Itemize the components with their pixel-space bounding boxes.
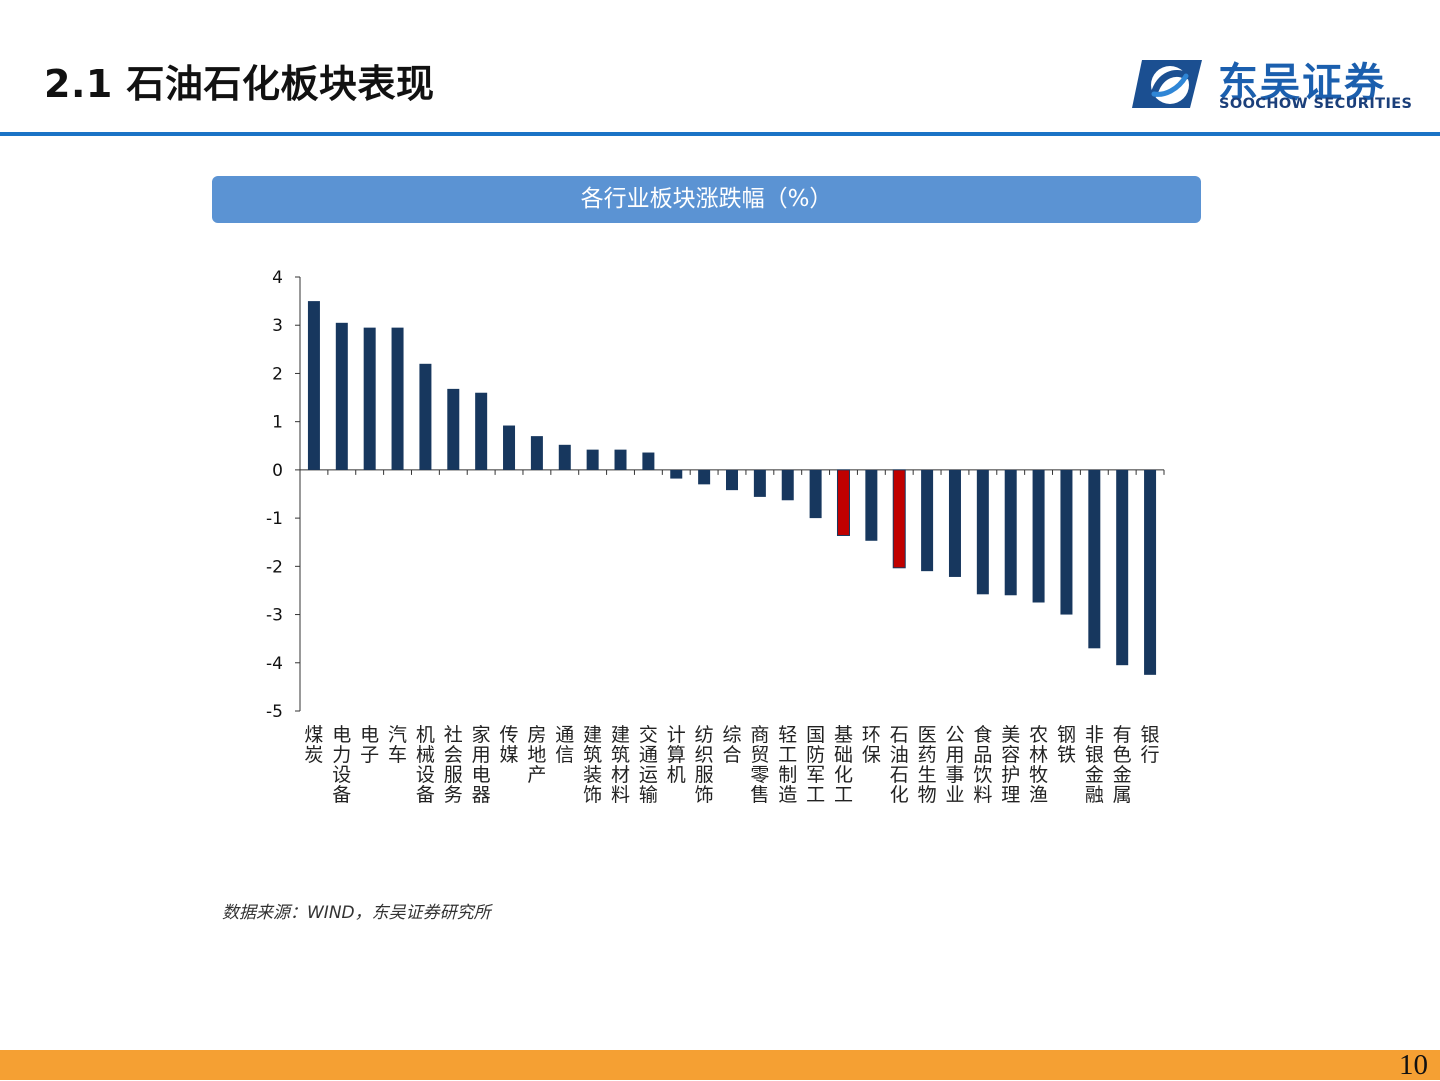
y-tick-label: 1	[272, 413, 283, 433]
x-category-label: 环保	[862, 724, 881, 766]
x-category-label: 交通运输	[639, 724, 658, 806]
bar-highlight	[836, 469, 850, 536]
bar	[503, 425, 516, 470]
x-category-label: 医药生物	[918, 724, 937, 806]
logo-text-cn: 东吴证券	[1218, 60, 1386, 106]
x-category-label: 有色金属	[1113, 724, 1132, 806]
logo-mark-icon	[1132, 60, 1202, 108]
x-category-label: 银行	[1141, 724, 1160, 766]
bar	[307, 301, 320, 470]
y-tick-label: 0	[272, 461, 283, 481]
x-category-label: 钢铁	[1057, 724, 1076, 766]
bar	[781, 469, 794, 501]
x-category-label: 家用电器	[472, 724, 491, 806]
bar-highlight	[892, 469, 906, 569]
x-category-label: 商贸零售	[750, 724, 769, 806]
bar	[1060, 469, 1073, 615]
x-category-label: 机械设备	[416, 724, 435, 806]
x-category-label: 建筑装饰	[583, 724, 602, 806]
data-source-note: 数据来源：WIND，东吴证券研究所	[222, 903, 491, 923]
bar	[335, 322, 348, 470]
x-category-label: 汽车	[388, 724, 407, 766]
page-title: 2.1 石油石化板块表现	[44, 62, 435, 106]
x-category-label: 非银金融	[1085, 724, 1104, 806]
y-tick-label: -5	[266, 702, 283, 722]
y-tick-label: 3	[272, 316, 283, 336]
bar	[642, 452, 655, 470]
bar	[586, 449, 599, 470]
x-category-label: 电力设备	[332, 724, 351, 806]
bar	[391, 327, 404, 470]
bar	[614, 449, 627, 470]
page-number: 10	[1399, 1049, 1428, 1081]
x-category-label: 美容护理	[1001, 724, 1020, 806]
y-tick-label: -3	[266, 606, 283, 626]
chart-title-banner: 各行业板块涨跌幅（%）	[212, 176, 1201, 223]
bar	[726, 469, 738, 491]
bar	[447, 388, 460, 470]
footer-bar	[0, 1050, 1440, 1080]
x-category-label: 基础化工	[834, 724, 853, 806]
x-category-label: 轻工制造	[778, 724, 797, 806]
x-category-label: 综合	[722, 724, 741, 766]
bar	[670, 469, 683, 479]
x-category-label: 公用事业	[945, 724, 964, 806]
x-category-label: 石油石化	[890, 724, 909, 806]
company-logo: 东吴证券 SOOCHOW SECURITIES	[1132, 54, 1412, 116]
bar	[976, 469, 989, 595]
x-category-label: 电子	[360, 724, 379, 766]
bar	[921, 469, 934, 572]
bar	[419, 363, 432, 470]
x-category-label: 农林牧渔	[1029, 724, 1048, 806]
bar	[698, 469, 711, 485]
bar	[1144, 469, 1157, 675]
y-tick-label: 2	[272, 364, 283, 384]
bar	[475, 392, 488, 470]
bar	[558, 444, 571, 470]
x-category-label: 传媒	[500, 724, 519, 766]
y-tick-label: -1	[266, 509, 283, 529]
x-category-label: 建筑材料	[611, 724, 630, 806]
bar	[1088, 469, 1101, 649]
y-tick-label: -4	[266, 654, 283, 674]
bar	[1004, 469, 1017, 596]
x-category-label: 煤炭	[304, 724, 323, 766]
bar	[1032, 469, 1045, 603]
bar	[809, 469, 822, 519]
x-category-label: 国防军工	[806, 724, 825, 806]
y-tick-label: 4	[272, 268, 283, 288]
y-tick-label: -2	[266, 557, 283, 577]
bar	[753, 469, 766, 497]
header-divider	[0, 132, 1440, 136]
bar	[530, 436, 543, 470]
x-category-label: 通信	[555, 724, 574, 766]
bar	[363, 327, 376, 470]
x-category-label: 社会服务	[444, 724, 463, 806]
logo-text-en: SOOCHOW SECURITIES	[1219, 96, 1413, 112]
x-category-label: 食品饮料	[973, 724, 992, 806]
bar	[948, 469, 961, 577]
bar	[1116, 469, 1129, 666]
x-category-label: 纺织服饰	[695, 724, 714, 806]
bar	[865, 469, 878, 541]
x-category-label: 房地产	[527, 724, 546, 786]
x-category-label: 计算机	[667, 724, 686, 786]
